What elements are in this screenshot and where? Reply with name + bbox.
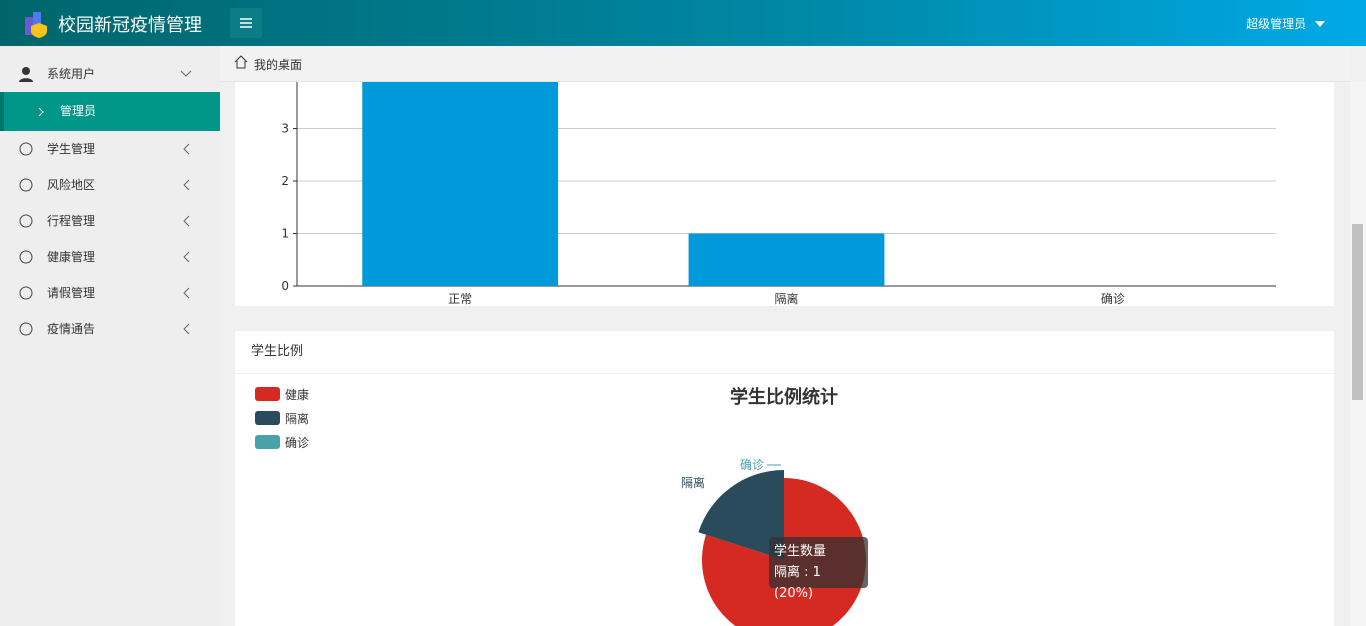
- icon: [19, 67, 33, 82]
- chevron: [183, 323, 190, 335]
- bar-chart: 0 1 2 3 4 正常 隔离 确诊: [281, 82, 1276, 306]
- chevron: [38, 107, 44, 117]
- icon: [19, 322, 33, 336]
- header: 校园新冠疫情管理 超级管理员: [0, 0, 1366, 46]
- nav-label: 健康管理: [47, 250, 96, 264]
- tooltip: 学生数量 隔离 : 1 (20%): [769, 537, 868, 601]
- nav-item[interactable]: 学生管理: [0, 131, 220, 167]
- legend-label: 隔离: [285, 411, 309, 426]
- scrollbar[interactable]: [1350, 82, 1366, 626]
- y-tick-label: 2: [281, 174, 289, 188]
- app-title: 校园新冠疫情管理: [58, 15, 202, 36]
- scroll-thumb[interactable]: [1352, 224, 1363, 400]
- nav-label: 风险地区: [47, 178, 96, 192]
- chevron: [183, 215, 190, 227]
- nav-label: 行程管理: [47, 214, 96, 228]
- home-icon: [234, 55, 248, 69]
- nav-item[interactable]: 请假管理: [0, 275, 220, 311]
- tooltip-text: 隔离 : 1 (20%): [774, 565, 821, 601]
- user-name: 超级管理员: [1246, 17, 1307, 31]
- nav-label: 请假管理: [47, 286, 96, 300]
- chevron: [183, 179, 190, 191]
- nav-subitem[interactable]: 管理员: [0, 92, 220, 131]
- nav-item[interactable]: 行程管理: [0, 203, 220, 239]
- icon: [19, 178, 33, 192]
- legend-swatch: [255, 411, 280, 425]
- logo: [25, 12, 47, 38]
- x-tick-label: 隔离: [774, 291, 798, 306]
- y-tick-label: 4: [281, 82, 289, 83]
- nav-label: 系统用户: [47, 67, 96, 81]
- legend-label: 确诊: [285, 436, 309, 450]
- pie-panel: 学生比例 学生比例统计 健康 隔离 确诊 隔离 确诊 学生数量 隔离 : 1 (20%): [235, 331, 1334, 626]
- chevron: [180, 70, 192, 77]
- y-tick-label: 0: [281, 279, 289, 293]
- chevron: [183, 143, 190, 155]
- icon: [19, 214, 33, 228]
- slice-label: 确诊: [740, 458, 764, 472]
- panel-title: 学生比例: [251, 344, 304, 359]
- legend-label: 健康: [285, 387, 309, 402]
- legend-swatch: [255, 435, 280, 449]
- chart-title: 学生比例统计: [730, 386, 838, 408]
- slice-label: 隔离: [681, 475, 705, 490]
- legend-swatch: [255, 387, 280, 401]
- y-tick-label: 3: [281, 122, 289, 136]
- icon: [19, 286, 33, 300]
- x-tick-label: 正常: [448, 292, 472, 306]
- bar: [362, 82, 559, 286]
- nav-item[interactable]: 健康管理: [0, 239, 220, 275]
- menu-icon: [240, 18, 252, 28]
- nav-item[interactable]: 风险地区: [0, 167, 220, 203]
- nav-label: 疫情通告: [47, 322, 96, 336]
- pie-slice: [698, 470, 784, 560]
- x-tick-label: 确诊: [1101, 292, 1125, 306]
- menu-toggle[interactable]: [230, 8, 262, 38]
- nav-label: 管理员: [60, 104, 97, 118]
- y-tick-label: 1: [281, 227, 289, 241]
- chevron: [183, 287, 190, 299]
- breadcrumb: 我的桌面: [220, 46, 1350, 82]
- icon: [19, 142, 33, 156]
- tooltip-title: 学生数量: [774, 544, 827, 559]
- sidebar: 系统用户 管理员 学生管理风险地区行程管理健康管理请假管理疫情通告: [0, 46, 220, 626]
- icon: [19, 250, 33, 264]
- bar-panel: 0 1 2 3 4 正常 隔离 确诊: [235, 82, 1334, 306]
- nav-item[interactable]: 系统用户: [0, 56, 220, 92]
- chevron: [183, 251, 190, 263]
- nav-item[interactable]: 疫情通告: [0, 311, 220, 347]
- breadcrumb-label: 我的桌面: [254, 58, 303, 72]
- caret: [1315, 21, 1325, 27]
- bar: [688, 233, 885, 286]
- nav-label: 学生管理: [47, 142, 96, 156]
- user-menu[interactable]: 超级管理员: [1246, 15, 1326, 32]
- panel-header: 学生比例: [235, 331, 1334, 374]
